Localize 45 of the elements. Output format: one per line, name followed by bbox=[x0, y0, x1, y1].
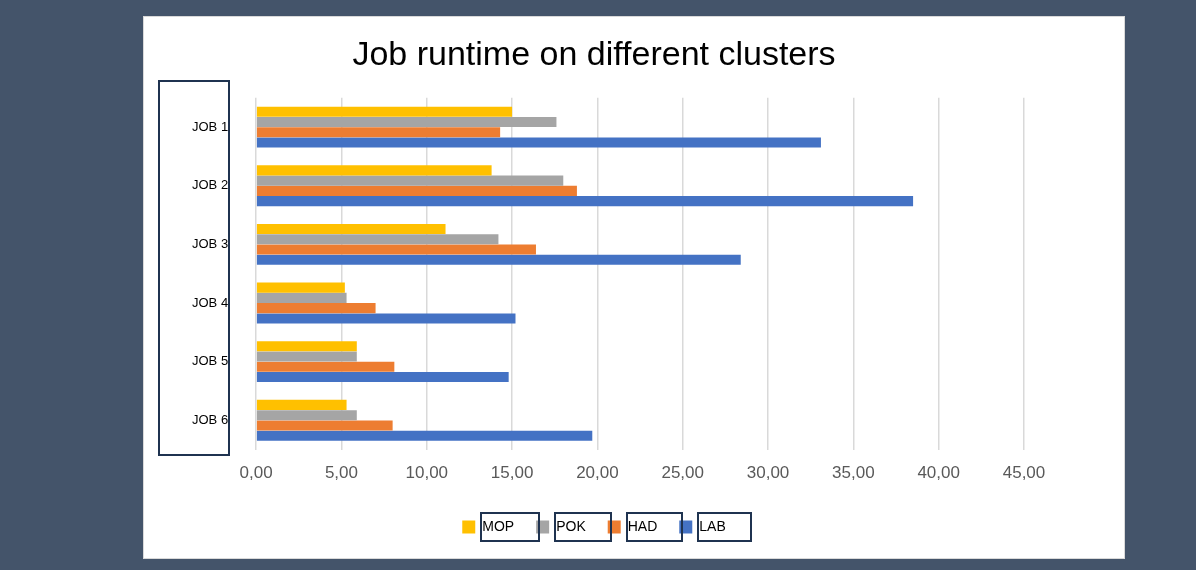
x-tick-label: 20,00 bbox=[576, 463, 619, 483]
bar bbox=[256, 116, 557, 128]
bar bbox=[256, 185, 577, 196]
chart-title: Job runtime on different clusters bbox=[352, 33, 836, 72]
bar bbox=[256, 196, 914, 207]
bar bbox=[256, 361, 395, 372]
x-tick-label: 30,00 bbox=[746, 463, 790, 483]
bar bbox=[256, 244, 536, 255]
bar bbox=[256, 313, 516, 324]
bar bbox=[256, 223, 446, 235]
bar bbox=[256, 341, 357, 352]
legend-label: LAB bbox=[699, 517, 726, 534]
bar bbox=[256, 303, 376, 314]
bar bbox=[256, 165, 492, 176]
bar bbox=[256, 410, 357, 421]
bar bbox=[256, 430, 593, 441]
y-tick-label: JOB 3 bbox=[192, 235, 229, 251]
x-tick-label: 15,00 bbox=[490, 463, 534, 483]
bar bbox=[256, 399, 347, 410]
bar bbox=[256, 106, 513, 117]
legend-label: MOP bbox=[482, 517, 515, 534]
y-tick-label: JOB 4 bbox=[192, 294, 229, 310]
bar bbox=[256, 254, 741, 265]
bar bbox=[256, 282, 345, 293]
x-tick-label: 0,00 bbox=[239, 463, 273, 483]
x-tick-label: 35,00 bbox=[832, 463, 875, 483]
x-tick-label: 45,00 bbox=[1002, 463, 1046, 483]
x-tick-label: 25,00 bbox=[661, 463, 704, 483]
x-tick-label: 40,00 bbox=[917, 463, 960, 483]
bar bbox=[256, 292, 347, 303]
x-tick-label: 5,00 bbox=[324, 463, 358, 483]
legend-label: HAD bbox=[627, 517, 658, 534]
legend-label: POK bbox=[556, 517, 587, 534]
bar bbox=[256, 234, 499, 245]
y-tick-label: JOB 6 bbox=[192, 411, 229, 427]
y-tick-label: JOB 1 bbox=[192, 118, 229, 134]
x-tick-label: 10,00 bbox=[405, 463, 449, 483]
y-tick-label: JOB 5 bbox=[192, 353, 229, 369]
bar bbox=[256, 137, 821, 148]
bar bbox=[256, 420, 393, 431]
bar bbox=[256, 372, 509, 383]
bar bbox=[256, 175, 564, 186]
bar bbox=[256, 127, 501, 138]
bar bbox=[256, 351, 357, 362]
y-tick-label: JOB 2 bbox=[192, 177, 229, 193]
